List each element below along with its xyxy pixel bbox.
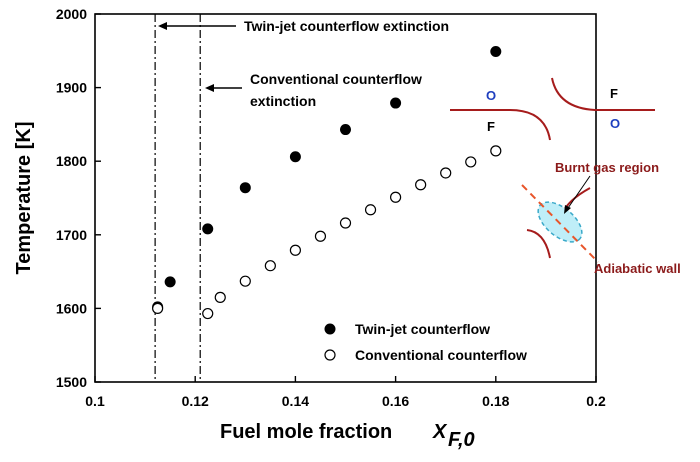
y-tick-label: 1900 [56,80,87,96]
x-tick-label: 0.16 [382,393,409,409]
y-axis: 1500 1600 1700 1800 1900 2000 [56,6,101,390]
conventional-point [264,260,276,272]
conventional-extinction-label-line2: extinction [250,93,316,109]
y-axis-title: Temperature [K] [13,122,35,275]
conventional-point [289,244,301,256]
legend-label-conventional: Conventional counterflow [355,347,527,363]
legend-marker-twin-jet [324,323,336,335]
legend-label-twin-jet: Twin-jet counterflow [355,321,490,337]
inset-right-nozzle-wall [551,77,655,111]
inset-schematic: O F F O Burnt gas region Adiabatic wall [450,77,681,276]
inset-left-nozzle-wall [450,109,551,141]
x-axis-title-variable: X [432,421,448,443]
twin-jet-point [340,124,351,136]
legend-marker-conventional [324,349,336,361]
y-tick-label: 1700 [56,227,87,243]
x-tick-label: 0.2 [586,393,606,409]
conventional-point [339,217,352,229]
conventional-point [314,230,327,242]
conventional-point [440,167,452,179]
extinction-lines [154,14,201,382]
x-axis-title: Fuel mole fraction X F,0 [220,421,475,451]
conventional-point [202,307,214,320]
conventional-point [152,302,164,314]
x-axis-title-subscript: F,0 [448,429,475,451]
burnt-gas-label: Burnt gas region [555,160,659,175]
x-axis-title-text: Fuel mole fraction [220,421,392,443]
twin-jet-point [289,151,301,163]
inset-fuel-right-label: F [610,86,618,101]
conventional-extinction-label-line1: Conventional counterflow [250,71,422,87]
conventional-point [490,145,502,157]
y-tick-label: 1800 [56,153,87,169]
conventional-point [239,275,251,287]
inset-lower-jet-wall [526,229,551,259]
data-markers [152,46,502,320]
conventional-point [390,191,402,203]
twin-jet-extinction-annotation: Twin-jet counterflow extinction [158,18,449,34]
plot-area [94,13,597,383]
conventional-point [364,204,377,216]
adiabatic-wall-label: Adiabatic wall [594,261,681,276]
conventional-point [415,179,427,191]
y-tick-label: 1500 [56,374,87,390]
conventional-point [214,291,226,303]
twin-jet-extinction-label: Twin-jet counterflow extinction [244,18,449,34]
x-tick-label: 0.18 [482,393,509,409]
legend: Twin-jet counterflow Conventional counte… [324,321,527,363]
conventional-point [465,156,477,168]
x-tick-label: 0.1 [85,393,105,409]
x-tick-label: 0.14 [282,393,309,409]
twin-jet-point [490,46,502,58]
inset-fuel-center-label: F [487,119,495,134]
twin-jet-point [202,223,214,235]
twin-jet-point [390,97,402,109]
x-axis: 0.1 0.12 0.14 0.16 0.18 0.2 [85,376,606,409]
y-tick-label: 1600 [56,300,87,316]
y-tick-label: 2000 [56,6,87,22]
adiabatic-wall-line [521,184,599,263]
inset-oxidizer-right-label: O [610,116,620,131]
twin-jet-point [239,182,251,194]
twin-jet-point [164,276,176,288]
conventional-extinction-annotation: Conventional counterflow extinction [205,71,422,109]
x-tick-label: 0.12 [182,393,209,409]
inset-oxidizer-left-label: O [486,88,496,103]
